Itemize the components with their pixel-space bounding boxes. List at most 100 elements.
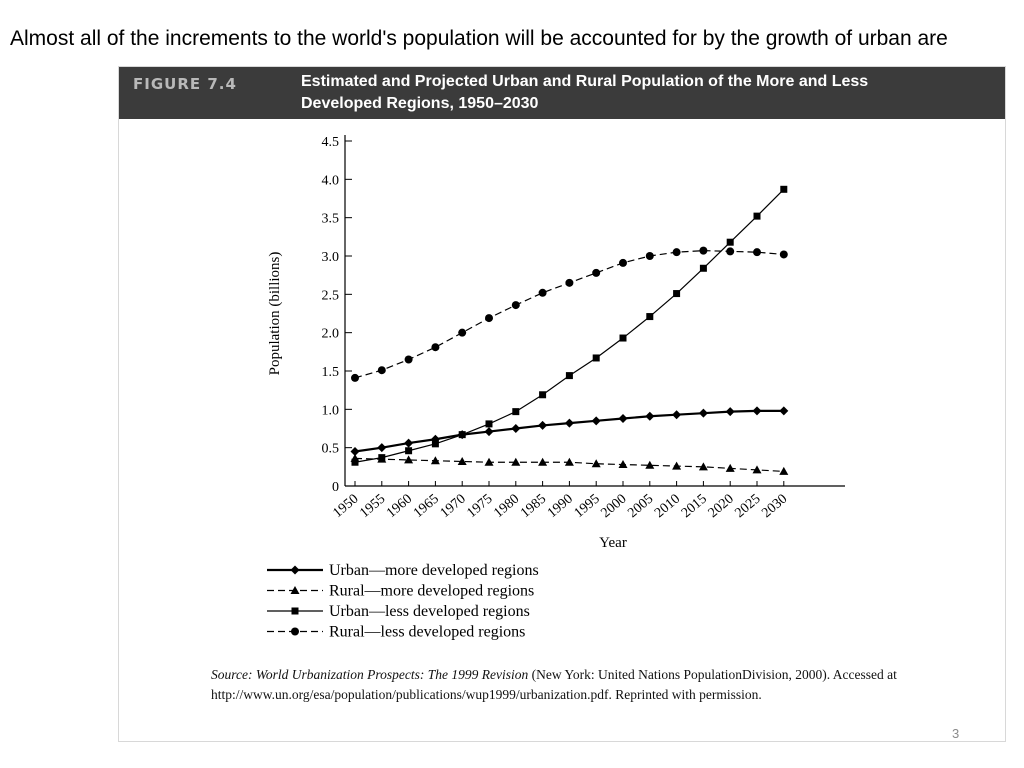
data-point	[564, 457, 574, 466]
x-tick-label: 2005	[625, 492, 656, 521]
x-tick-label: 2010	[652, 492, 683, 521]
chart-series	[350, 185, 789, 475]
data-point	[591, 416, 601, 426]
x-tick-label: 1990	[545, 492, 576, 521]
data-point	[457, 456, 467, 465]
x-tick-label: 1975	[464, 492, 495, 521]
data-point	[351, 373, 359, 382]
data-point	[672, 461, 682, 470]
y-tick-label: 2.0	[322, 327, 340, 342]
data-point	[484, 457, 494, 466]
data-point	[377, 366, 386, 375]
y-axis-title: Population (billions)	[267, 252, 283, 376]
x-tick-label: 1965	[411, 492, 442, 521]
data-point	[753, 248, 761, 257]
figure-label: FIGURE 7.4	[133, 75, 237, 93]
series-line-4	[354, 250, 784, 379]
data-point	[484, 427, 494, 437]
legend-label: Rural—less developed regions	[329, 624, 525, 641]
data-point	[430, 456, 440, 465]
source-title: Source: World Urbanization Prospects: Th…	[211, 667, 529, 682]
data-point	[618, 414, 628, 424]
x-tick-label: 2020	[706, 492, 737, 521]
data-point	[565, 278, 574, 287]
data-point	[725, 463, 735, 472]
data-point	[725, 407, 735, 417]
data-point	[645, 460, 655, 469]
y-tick-label: 0	[332, 480, 339, 495]
data-point	[752, 465, 762, 474]
y-tick-label: 1.0	[322, 403, 340, 418]
data-point	[619, 258, 627, 267]
page-number: 3	[952, 726, 960, 741]
data-point	[646, 313, 654, 321]
x-tick-label: 2015	[679, 492, 710, 521]
slide-text: Almost all of the increments to the worl…	[10, 27, 948, 50]
data-point	[404, 355, 413, 364]
data-point	[779, 466, 789, 475]
data-point	[511, 424, 521, 433]
legend-swatch-marker	[290, 565, 300, 575]
data-point	[673, 290, 681, 298]
chart-axes: 0 0.5 1.0 1.5 2.0 2.5 3.0 3.5 4.0 4.5 195019551960…	[267, 135, 845, 551]
x-tick-label: 2000	[598, 492, 629, 521]
data-point	[779, 406, 789, 416]
data-point	[378, 454, 386, 462]
figure-panel: FIGURE 7.4 Estimated and Projected Urban…	[118, 66, 1006, 742]
x-tick-label: 1985	[518, 492, 549, 521]
data-point	[538, 288, 547, 297]
x-tick-label: 1950	[330, 492, 361, 521]
data-point	[699, 246, 708, 255]
y-tick-label: 4.0	[322, 173, 340, 188]
data-point	[431, 343, 440, 352]
chart-legend: Urban—more developed regions Rural—more d…	[267, 562, 539, 641]
data-point	[592, 354, 600, 362]
data-point	[511, 457, 521, 466]
y-tick-label: 4.5	[322, 135, 340, 150]
data-point	[779, 250, 788, 259]
data-point	[351, 458, 359, 466]
y-tick-label: 3.5	[322, 212, 340, 227]
x-tick-label: 1955	[357, 492, 388, 521]
series-line-1	[354, 409, 784, 453]
data-point	[726, 238, 734, 246]
x-tick-label: 1970	[438, 492, 469, 521]
figure-title: Estimated and Projected Urban and Rural …	[301, 73, 869, 112]
data-point	[538, 457, 548, 466]
data-point	[752, 406, 762, 416]
data-point	[699, 264, 707, 272]
data-point	[698, 408, 708, 418]
line-chart: 0 0.5 1.0 1.5 2.0 2.5 3.0 3.5 4.0 4.5 195019551960…	[267, 135, 845, 641]
data-point	[458, 431, 466, 439]
data-point	[404, 438, 414, 448]
data-point	[405, 447, 413, 455]
data-point	[780, 185, 788, 193]
x-tick-label: 2030	[759, 492, 790, 521]
legend-label: Urban—more developed regions	[329, 562, 539, 579]
data-point	[753, 212, 761, 220]
data-point	[592, 268, 601, 277]
legend-swatch-marker	[291, 607, 299, 615]
data-point	[565, 372, 573, 380]
x-axis-title: Year	[599, 535, 627, 551]
data-point	[539, 391, 547, 399]
source-details: (New York: United Nations PopulationDivi…	[211, 667, 897, 702]
data-point	[672, 410, 682, 420]
data-point	[619, 334, 627, 342]
data-point	[645, 252, 654, 260]
figure-source: Source: World Urbanization Prospects: Th…	[211, 665, 971, 705]
x-tick-label: 1960	[384, 492, 415, 521]
data-point	[591, 459, 601, 468]
data-point	[511, 301, 520, 310]
data-point	[618, 460, 628, 469]
data-point	[512, 408, 520, 416]
data-point	[485, 420, 493, 428]
legend-label: Rural—more developed regions	[329, 583, 534, 600]
data-point	[431, 440, 439, 448]
y-tick-label: 0.5	[322, 442, 340, 457]
x-tick-label: 1980	[491, 492, 522, 521]
x-tick-label: 2025	[732, 492, 763, 521]
y-tick-label: 1.5	[322, 365, 340, 380]
data-point	[538, 420, 548, 430]
data-point	[458, 328, 467, 337]
